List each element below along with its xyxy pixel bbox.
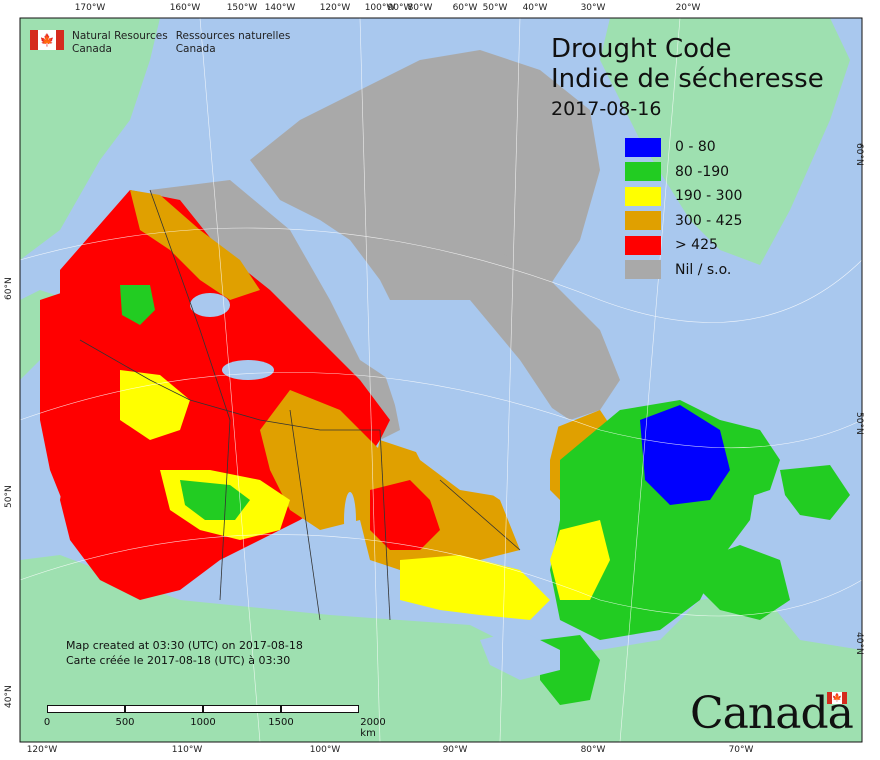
legend-swatch <box>625 137 661 157</box>
greenland-land <box>600 18 850 265</box>
lake-winnipeg <box>344 492 356 548</box>
tick-right-label: 60°N <box>854 143 864 166</box>
ontario-yellow <box>400 555 550 620</box>
nw-ontario-red <box>370 480 440 550</box>
tick-bottom-label: 120°W <box>26 745 58 755</box>
tick-top-label: 120°W <box>319 3 351 13</box>
scale-segment <box>47 705 125 713</box>
map-border <box>19 17 863 743</box>
agency-name-en: Natural Resources Canada <box>72 30 168 55</box>
alaska-land <box>20 18 160 260</box>
tick-top-label: 30°W <box>580 3 606 13</box>
legend-swatch <box>625 162 661 182</box>
legend-label: 0 - 80 <box>675 139 716 156</box>
tick-bottom-label: 70°W <box>728 745 754 755</box>
tick-top-label: 170°W <box>74 3 106 13</box>
tick-top-label: 100°W <box>364 3 396 13</box>
legend-swatch <box>625 260 661 280</box>
maritimes <box>700 545 790 620</box>
legend-item: 190 - 300 <box>625 184 742 209</box>
scale-bar: 0 500 1000 1500 2000 km <box>43 705 386 739</box>
labrador-green <box>720 420 780 500</box>
agency-name-fr: Ressources naturelles Canada <box>175 30 291 55</box>
tick-bottom-label: 90°W <box>442 745 468 755</box>
tick-bottom-label: 110°W <box>171 745 203 755</box>
scale-label: 1000 <box>190 717 216 728</box>
scale-segment <box>203 705 281 713</box>
tick-bottom-label: 80°W <box>580 745 606 755</box>
map-date: 2017-08-16 <box>551 98 662 120</box>
tick-top-label: 50°W <box>482 3 508 13</box>
bc-coast-red <box>40 290 120 560</box>
scale-label: 1500 <box>268 717 294 728</box>
legend-swatch <box>625 211 661 231</box>
tick-top-label-hidden: 90°W <box>387 3 413 13</box>
quebec-blue <box>640 405 730 505</box>
newfoundland <box>780 465 850 520</box>
legend-item: 0 - 80 <box>625 135 742 160</box>
legend-label: 300 - 425 <box>675 212 743 229</box>
scale-label: 500 <box>115 717 135 728</box>
canada-flag-icon: 🍁 <box>30 30 64 50</box>
yukon-green-spot <box>120 285 155 325</box>
tick-top-label: 60°W <box>452 3 478 13</box>
canada-wordmark: Canada <box>690 688 854 739</box>
title-en: Drought Code <box>551 34 732 64</box>
tick-right-label: 50°N <box>854 412 864 435</box>
map-title: Drought Code Indice de sécheresse 2017-0… <box>551 34 824 122</box>
tick-top-label: 20°W <box>675 3 701 13</box>
agency-signature: 🍁 Natural Resources Canada Ressources na… <box>30 30 290 56</box>
province-boundaries <box>79 189 521 621</box>
legend-label: > 425 <box>675 237 718 254</box>
tick-left-label: 60°N <box>4 277 14 300</box>
tick-left-label: 50°N <box>4 485 14 508</box>
legend-label: 80 -190 <box>675 163 730 180</box>
great-bear-lake <box>190 293 230 317</box>
legend-item: 80 -190 <box>625 160 742 185</box>
tick-top-label: 140°W <box>264 3 296 13</box>
quebec-yellow <box>550 520 610 600</box>
tick-top-label: 150°W <box>226 3 258 13</box>
great-slave-lake <box>222 360 274 380</box>
legend: 0 - 80 80 -190 190 - 300 300 - 425 > 425 Nil … <box>625 135 742 282</box>
map-credits: Map created at 03:30 (UTC) on 2017-08-18… <box>66 638 303 668</box>
tick-bottom-label: 100°W <box>309 745 341 755</box>
tick-top-label: 40°W <box>522 3 548 13</box>
legend-swatch <box>625 186 661 206</box>
legend-label: Nil / s.o. <box>675 261 732 278</box>
tick-left-label: 40°N <box>4 685 14 708</box>
graticule <box>19 17 863 743</box>
scale-label: 0 <box>43 717 51 728</box>
hudson-bay <box>380 300 560 500</box>
title-fr: Indice de sécheresse <box>551 64 824 94</box>
usa-land <box>20 555 862 742</box>
tick-right-label: 40°N <box>854 632 864 655</box>
legend-label: 190 - 300 <box>675 188 743 205</box>
legend-swatch <box>625 235 661 255</box>
yukon-orange <box>130 190 260 300</box>
tick-top-label: 160°W <box>169 3 201 13</box>
wordmark-flag-icon: 🍁 <box>827 692 847 704</box>
prairies-orange <box>260 390 400 530</box>
scale-segment <box>125 705 203 713</box>
scale-segment <box>281 705 359 713</box>
legend-item: > 425 <box>625 233 742 258</box>
tick-top-label: 80°W <box>407 3 433 13</box>
legend-item: Nil / s.o. <box>625 258 742 283</box>
prairie-green <box>180 480 250 520</box>
great-lakes <box>480 630 560 680</box>
scale-label: 2000 km <box>360 717 386 739</box>
credit-en: Map created at 03:30 (UTC) on 2017-08-18 <box>66 639 303 652</box>
legend-item: 300 - 425 <box>625 209 742 234</box>
credit-fr: Carte créée le 2017-08-18 (UTC) à 03:30 <box>66 654 291 667</box>
